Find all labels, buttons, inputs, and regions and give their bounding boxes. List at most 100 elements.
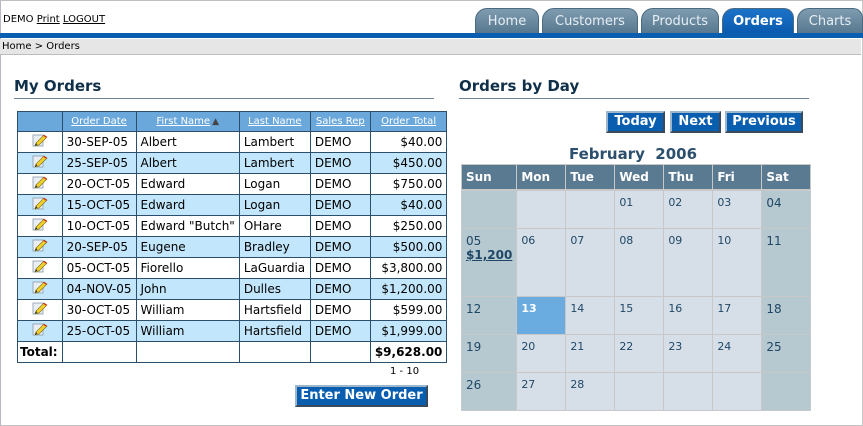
calendar-day-07[interactable]: 07: [565, 228, 616, 297]
tab-customers[interactable]: Customers: [542, 8, 638, 33]
table-row: 20-SEP-05 Eugene Bradley DEMO $500.00: [17, 236, 448, 258]
calendar-day-08[interactable]: 08: [614, 228, 665, 297]
calendar-week-row: 05 $1,200 06 07 08 09 10 11: [460, 228, 812, 297]
cell-first-name: William: [135, 299, 240, 321]
cell-order-date: 15-OCT-05: [61, 194, 137, 216]
empty-cell: [61, 341, 137, 363]
cell-last-name: Lambert: [238, 131, 311, 153]
edit-cell[interactable]: [17, 194, 63, 216]
sort-order-total-link[interactable]: Order Total: [381, 116, 437, 127]
calendar-day-12[interactable]: 12: [460, 296, 518, 335]
calendar-day-11[interactable]: 11: [761, 228, 812, 297]
edit-cell[interactable]: [17, 320, 63, 342]
col-order-date[interactable]: Order Date: [61, 111, 137, 132]
calendar-day-05[interactable]: 05 $1,200: [460, 228, 518, 297]
cell-order-total: $450.00: [369, 152, 448, 174]
col-edit: [17, 111, 63, 132]
pencil-edit-icon: [32, 134, 48, 146]
col-order-total[interactable]: Order Total: [369, 111, 448, 132]
cell-first-name: Albert: [135, 131, 240, 153]
calendar-day-17[interactable]: 17: [712, 296, 763, 335]
col-sales-rep[interactable]: Sales Rep: [309, 111, 371, 132]
calendar-day-01[interactable]: 01: [614, 189, 665, 229]
calendar-month-title: February 2006: [568, 145, 698, 163]
edit-cell[interactable]: [17, 173, 63, 195]
day-number: 17: [717, 302, 732, 315]
calendar-day-13[interactable]: 13: [516, 296, 567, 335]
day-number: 21: [570, 340, 585, 353]
calendar-day-19[interactable]: 19: [460, 334, 518, 373]
calendar-week-row: 19 20 21 22 23 24 25: [460, 334, 812, 373]
edit-cell[interactable]: [17, 257, 63, 279]
calendar-day-14[interactable]: 14: [565, 296, 616, 335]
previous-button[interactable]: Previous: [725, 111, 803, 133]
cell-order-total: $1,999.00: [369, 320, 448, 342]
calendar-day-25[interactable]: 25: [761, 334, 812, 373]
cell-last-name: LaGuardia: [238, 257, 311, 279]
print-link[interactable]: Print: [36, 14, 60, 25]
table-row: 30-OCT-05 William Hartsfield DEMO $599.00: [17, 299, 448, 321]
calendar-day-26[interactable]: 26: [460, 372, 518, 411]
sort-order-date-link[interactable]: Order Date: [71, 116, 127, 127]
breadcrumb: Home > Orders: [0, 39, 861, 55]
calendar-day-15[interactable]: 15: [614, 296, 665, 335]
sort-last-name-link[interactable]: Last Name: [248, 116, 302, 127]
cell-order-date: 20-SEP-05: [61, 236, 137, 258]
calendar-day-24[interactable]: 24: [712, 334, 763, 373]
calendar-day-22[interactable]: 22: [614, 334, 665, 373]
col-last-name[interactable]: Last Name: [238, 111, 311, 132]
calendar-day-09[interactable]: 09: [663, 228, 714, 297]
cell-order-total: $500.00: [369, 236, 448, 258]
calendar-day-27[interactable]: 27: [516, 372, 567, 411]
tab-home[interactable]: Home: [475, 8, 539, 33]
calendar-day-23[interactable]: 23: [663, 334, 714, 373]
day-number: 27: [521, 378, 536, 391]
day-number: 10: [717, 234, 732, 247]
calendar-day-03[interactable]: 03: [712, 189, 763, 229]
my-orders-title: My Orders: [14, 77, 434, 99]
day-order-total-link[interactable]: $1,200: [466, 248, 513, 262]
user-bar: DEMO Print LOGOUT: [3, 14, 105, 25]
calendar-day-02[interactable]: 02: [663, 189, 714, 229]
col-first-name[interactable]: First Name ▲: [135, 111, 240, 132]
edit-cell[interactable]: [17, 236, 63, 258]
day-number: 08: [619, 234, 634, 247]
tab-charts[interactable]: Charts: [797, 8, 863, 33]
calendar-day-06[interactable]: 06: [516, 228, 567, 297]
calendar-day-10[interactable]: 10: [712, 228, 763, 297]
edit-cell[interactable]: [17, 215, 63, 237]
calendar-empty-cell: [614, 372, 665, 411]
enter-new-order-button[interactable]: Enter New Order: [295, 385, 428, 407]
edit-cell[interactable]: [17, 131, 63, 153]
tab-underline-bar: [0, 33, 863, 38]
next-button[interactable]: Next: [670, 111, 721, 133]
cell-order-date: 30-SEP-05: [61, 131, 137, 153]
edit-cell[interactable]: [17, 152, 63, 174]
pencil-edit-icon: [32, 197, 48, 209]
calendar-day-28[interactable]: 28: [565, 372, 616, 411]
calendar-week-row: 26 27 28: [460, 372, 812, 411]
day-number: 24: [717, 340, 732, 353]
table-row: 30-SEP-05 Albert Lambert DEMO $40.00: [17, 131, 448, 153]
calendar-day-16[interactable]: 16: [663, 296, 714, 335]
day-number: 03: [717, 196, 732, 209]
sort-first-name-link[interactable]: First Name: [156, 116, 211, 127]
logout-link[interactable]: LOGOUT: [62, 14, 106, 25]
calendar-day-20[interactable]: 20: [516, 334, 567, 373]
cell-sales-rep: DEMO: [309, 152, 371, 174]
day-number: 16: [668, 302, 683, 315]
edit-cell[interactable]: [17, 278, 63, 300]
day-number: 07: [570, 234, 585, 247]
cell-sales-rep: DEMO: [309, 257, 371, 279]
sort-sales-rep-link[interactable]: Sales Rep: [315, 116, 365, 127]
orders-header-row: Order Date First Name ▲ Last Name Sales R…: [17, 111, 448, 132]
calendar-day-18[interactable]: 18: [761, 296, 812, 335]
tab-orders[interactable]: Orders: [722, 8, 794, 33]
today-button[interactable]: Today: [606, 111, 665, 133]
tab-products[interactable]: Products: [641, 8, 719, 33]
cell-order-total: $40.00: [369, 131, 448, 153]
edit-cell[interactable]: [17, 299, 63, 321]
cell-order-date: 04-NOV-05: [61, 278, 137, 300]
calendar-day-21[interactable]: 21: [565, 334, 616, 373]
calendar-day-04[interactable]: 04: [761, 189, 812, 229]
